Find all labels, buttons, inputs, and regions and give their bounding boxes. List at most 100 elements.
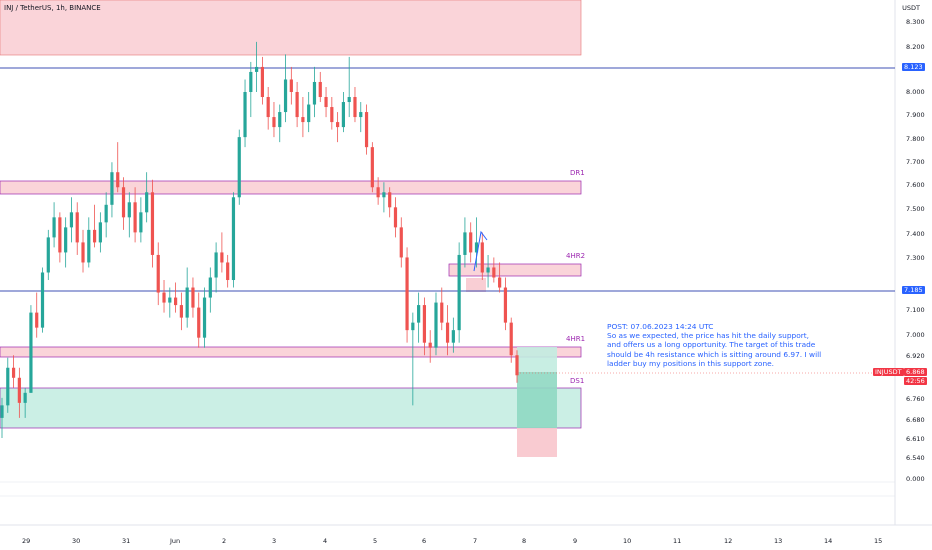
candle-body [69,212,74,228]
candle-body [110,172,114,205]
zone-label-ds1: DS1 [570,377,585,385]
candle-body [197,307,201,338]
candle-body [411,322,415,331]
candle-body [58,217,62,253]
time-tick-label: 7 [473,537,478,545]
candle-body [46,237,50,273]
candle-body [515,355,519,376]
time-tick-label: 29 [22,537,31,545]
candle-body [64,227,68,253]
candle-body [202,297,207,338]
candle-body [388,192,392,208]
price-tick-label: 6.760 [906,395,925,403]
candle-body [17,377,21,403]
position-target-area[interactable] [517,347,557,372]
candle-body [399,227,403,258]
candle-body [173,297,178,306]
time-tick-label: 14 [824,537,833,545]
time-tick-label: 15 [874,537,883,545]
candle-body [393,207,398,228]
candle-body [283,79,288,113]
position-entry-area[interactable] [517,372,557,428]
time-tick-label: 8 [522,537,527,545]
candle-body [260,66,264,98]
candle-body [445,322,450,343]
candle-body [40,272,45,328]
price-tick-label: 8.000 [906,88,925,96]
price-tick-label: 7.800 [906,135,925,143]
symbol-title: INJ / TetherUS, 1h, BINANCE [4,4,101,12]
price-tick-label: 6.540 [906,454,925,462]
candle-body [162,292,166,303]
candle-body [480,242,484,273]
candle-body [324,97,328,108]
note-line: and offers us a long opportunity. The ta… [607,340,816,350]
currency-label: USDT [902,4,920,12]
candle-body [191,287,195,308]
price-tick-label: 8.200 [906,43,925,51]
candle-body [150,192,155,255]
candle-body [29,312,33,393]
candle-body [52,217,56,238]
candle-body [116,172,120,188]
candle-body [503,287,508,323]
time-tick-label: 12 [724,537,733,545]
projection-arrow[interactable] [473,230,488,272]
candle-body [318,81,322,98]
zone-4hr1[interactable] [0,346,582,358]
candle-body [422,305,427,343]
zone-dr1[interactable] [0,180,582,195]
small-pink-box [466,278,486,292]
zone-4hr2[interactable] [448,263,582,277]
candle-body [0,405,4,418]
candle-body [434,302,438,348]
post-note[interactable]: POST: 07.06.2023 14:24 UTC So as we expe… [607,322,837,368]
time-tick-label: Jun [170,537,181,545]
candle-body [133,202,137,233]
candle-body [6,367,10,406]
last-price-tag: 6.868 [904,368,927,376]
candle-body [474,242,479,253]
candle-body [509,322,513,356]
candle-body [330,107,334,123]
price-tick-label: 7.600 [906,181,925,189]
candle-body [127,202,131,218]
note-line: should be 4h resistance which is sitting… [607,349,822,359]
candle-body [208,277,212,298]
note-line: ladder buy my positions in this support … [607,358,775,368]
position-stop-area[interactable] [517,428,557,457]
candle-body [185,287,189,318]
candle-body [307,104,311,123]
candle-body [121,187,126,218]
candlestick-series [0,41,519,438]
candle-body [249,71,253,92]
price-tick-label: 7.900 [906,111,925,119]
candle-body [145,192,149,213]
candle-body [428,342,432,348]
candle-body [278,112,282,128]
candle-body [336,122,340,128]
candle-body [486,267,490,273]
candle-body [457,254,461,331]
candle-body [289,79,293,92]
price-tick-label: 6.610 [906,435,925,443]
candle-body [451,330,455,343]
candle-body [469,232,473,253]
candle-body [104,204,108,223]
price-tag-lower-line: 7.185 [902,286,925,294]
candle-body [295,92,299,118]
supply-zone-top[interactable] [0,0,582,56]
price-tick-label: 7.100 [906,306,925,314]
price-tag-upper-line: 8.123 [902,63,925,71]
zone-label-dr1: DR1 [570,169,585,177]
candle-body [498,277,502,288]
candle-body [463,232,467,255]
time-tick-label: 31 [122,537,131,545]
price-tick-label: 8.300 [906,18,925,26]
candle-body [214,252,218,278]
candle-body [255,66,259,72]
time-tick-label: 13 [774,537,783,545]
candle-body [81,242,85,263]
zone-ds1[interactable] [0,387,582,429]
